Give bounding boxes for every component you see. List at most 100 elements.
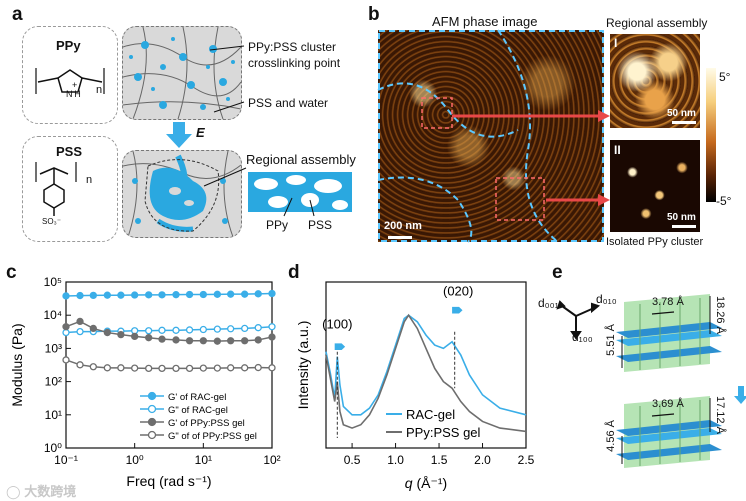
data-point: [145, 364, 153, 373]
data-point: [89, 324, 97, 333]
regional-assembly-label-a: Regional assembly: [246, 152, 356, 167]
x-tick-label: 0.5: [344, 453, 361, 467]
axis-d100: d₁₀₀: [572, 330, 593, 344]
data-point: [62, 356, 70, 364]
x-tick-label: 2.0: [474, 453, 491, 467]
zoom2-scale: 50 nm: [667, 212, 696, 223]
assembly-pattern: [248, 172, 352, 212]
legend-marker: [147, 391, 157, 401]
data-point: [254, 290, 262, 298]
panel-e-label: e: [552, 262, 563, 283]
isolated-label: Isolated PPy cluster: [606, 236, 704, 248]
y-tick-label: 10²: [45, 375, 62, 389]
data-point: [241, 364, 249, 372]
watermark: ◯ 大数跨境: [6, 484, 77, 500]
zoom1-scale: 50 nm: [667, 108, 696, 119]
data-point: [268, 289, 276, 298]
pss-label: PSS: [56, 144, 83, 159]
data-point: [268, 323, 276, 331]
series-line-1: [65, 325, 273, 334]
annotation-arrows-top: [209, 45, 245, 113]
pss-water-label: PSS and water: [248, 96, 329, 110]
data-point: [117, 364, 125, 372]
data-point: [158, 291, 166, 299]
data-point: [241, 337, 249, 345]
afm-phase-image: [377, 29, 604, 243]
data-point: [131, 364, 139, 372]
bottom-side-distance: 17.12 Å: [714, 396, 726, 434]
peak100-arrow: [334, 343, 346, 351]
colorbar: [706, 68, 716, 202]
data-point: [172, 336, 180, 344]
zoom-isolated-cluster: [610, 140, 700, 232]
legend-label: G" of of PPy:PSS gel: [168, 431, 257, 442]
data-point: [213, 364, 221, 372]
waxs-chart: 0.5 1.0 1.5 2.0 2.5 q (Å⁻¹) Intensity (a.u.) RA…: [295, 281, 535, 491]
data-point: [158, 326, 166, 334]
data-point: [158, 335, 166, 343]
data-point: [213, 337, 221, 345]
y-tick-label: 10⁰: [44, 441, 62, 455]
data-point: [254, 363, 262, 372]
data-point: [185, 337, 194, 345]
pss-so3: SO₃⁻: [42, 217, 62, 226]
data-point: [145, 291, 153, 299]
data-point: [172, 364, 180, 373]
x-tick-label: 10¹: [195, 453, 212, 467]
data-point: [89, 363, 97, 371]
data-point: [76, 291, 84, 300]
peak020-arrow: [452, 306, 463, 314]
crosslink-label-2: crosslinking point: [248, 56, 341, 70]
watermark-text: 大数跨境: [24, 484, 77, 499]
pss-pattern-label: PSS: [308, 218, 333, 232]
zoom1-roman: I: [614, 36, 618, 50]
data-point: [241, 290, 249, 298]
data-point: [117, 330, 125, 339]
data-point: [227, 290, 235, 298]
x-tick-label: 2.5: [518, 453, 535, 467]
y-axis-label: Intensity (a.u.): [295, 321, 311, 410]
afm-title: AFM phase image: [432, 14, 538, 29]
peak100-label: (100): [322, 316, 352, 331]
legend-label: G' of RAC-gel: [168, 392, 226, 403]
top-pi-distance: 3.78 Å: [652, 296, 684, 308]
zoom2-scale-bar: [672, 225, 696, 228]
crosslink-label-1: PPy:PSS cluster: [248, 40, 337, 54]
data-point: [76, 317, 84, 326]
x-tick-label: 10⁰: [126, 453, 144, 467]
data-point: [241, 324, 249, 333]
data-point: [103, 328, 111, 337]
data-point: [213, 290, 221, 298]
data-point: [103, 291, 111, 299]
top-stack-distance: 5.51 Å: [605, 324, 617, 356]
panel-b-label: b: [368, 4, 380, 25]
data-point: [227, 337, 235, 345]
data-point: [62, 292, 70, 300]
data-point: [131, 291, 139, 299]
series-line-3: [65, 359, 273, 370]
data-point: [145, 327, 153, 335]
x-tick-label: 1.5: [431, 453, 448, 467]
x-tick-label: 10⁻¹: [54, 453, 78, 467]
data-point: [199, 325, 207, 334]
ppy-plus: +: [72, 80, 78, 90]
x-tick-label: 10²: [263, 453, 280, 467]
data-point: [76, 327, 84, 336]
data-point: [131, 332, 139, 341]
data-point: [89, 291, 97, 300]
x-axis-label: Freq (rad s⁻¹): [126, 473, 211, 489]
data-point: [213, 325, 221, 333]
data-point: [199, 290, 207, 299]
series-line-0: [65, 292, 273, 297]
data-point: [103, 364, 111, 372]
ppy-structure: [35, 68, 105, 94]
data-point: [76, 361, 84, 369]
data-point: [227, 325, 235, 333]
bottom-pi-distance: 3.69 Å: [652, 398, 684, 410]
zoom-arrows: [452, 110, 610, 206]
axis-d001: d₀₀₁: [538, 296, 559, 310]
panel-d-label: d: [288, 262, 300, 283]
axis-d010: d₀₁₀: [596, 292, 617, 306]
y-tick-label: 10⁵: [44, 275, 62, 289]
